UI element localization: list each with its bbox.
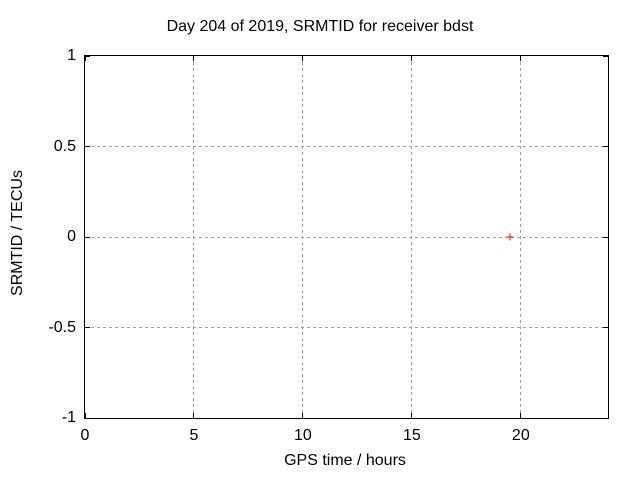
y-axis-label: SRMTID / TECUs [9,170,26,296]
x-tick-label: 15 [402,427,421,444]
y-tick-mark-right [603,417,608,419]
y-tick-label: 0 [67,228,76,245]
y-tick-label: -1 [61,409,76,426]
y-tick-mark-right [603,55,608,57]
y-tick-mark-right [603,146,608,147]
x-tick-mark-top [520,56,522,61]
x-tick-label: 0 [80,427,90,444]
x-axis-label: GPS time / hours [284,452,406,469]
y-gridline [85,327,608,328]
x-tick-mark-bottom [193,413,195,418]
x-tick-label: 5 [189,427,199,444]
y-gridline [85,146,608,147]
y-tick-label: 1 [67,47,76,64]
y-tick-mark-left [85,236,90,238]
plot-area: 0 5 10 15 20 -1 -0.5 0 0.5 1 [48,47,609,444]
x-tick-mark-top [84,56,86,61]
x-tick-mark-bottom [302,413,304,418]
y-tick-mark-left [85,417,90,419]
x-tick-mark-top [302,56,304,61]
y-gridline [85,236,608,238]
x-tick-mark-top [193,56,195,61]
y-tick-label: 0.5 [53,137,76,155]
x-tick-mark-top [411,56,413,61]
y-tick-mark-right [603,236,608,238]
x-tick-mark-bottom [520,413,522,418]
y-tick-mark-left [85,327,90,328]
chart-title: Day 204 of 2019, SRMTID for receiver bds… [166,18,474,35]
y-tick-mark-left [85,55,90,57]
y-tick-label: -0.5 [48,318,76,336]
x-tick-label: 10 [294,427,312,444]
y-tick-mark-right [603,327,608,328]
y-tick-mark-left [85,146,90,147]
x-tick-mark-bottom [411,413,413,418]
data-point-marker [506,233,514,241]
x-tick-mark-bottom [84,413,86,418]
x-tick-label: 20 [511,427,530,444]
